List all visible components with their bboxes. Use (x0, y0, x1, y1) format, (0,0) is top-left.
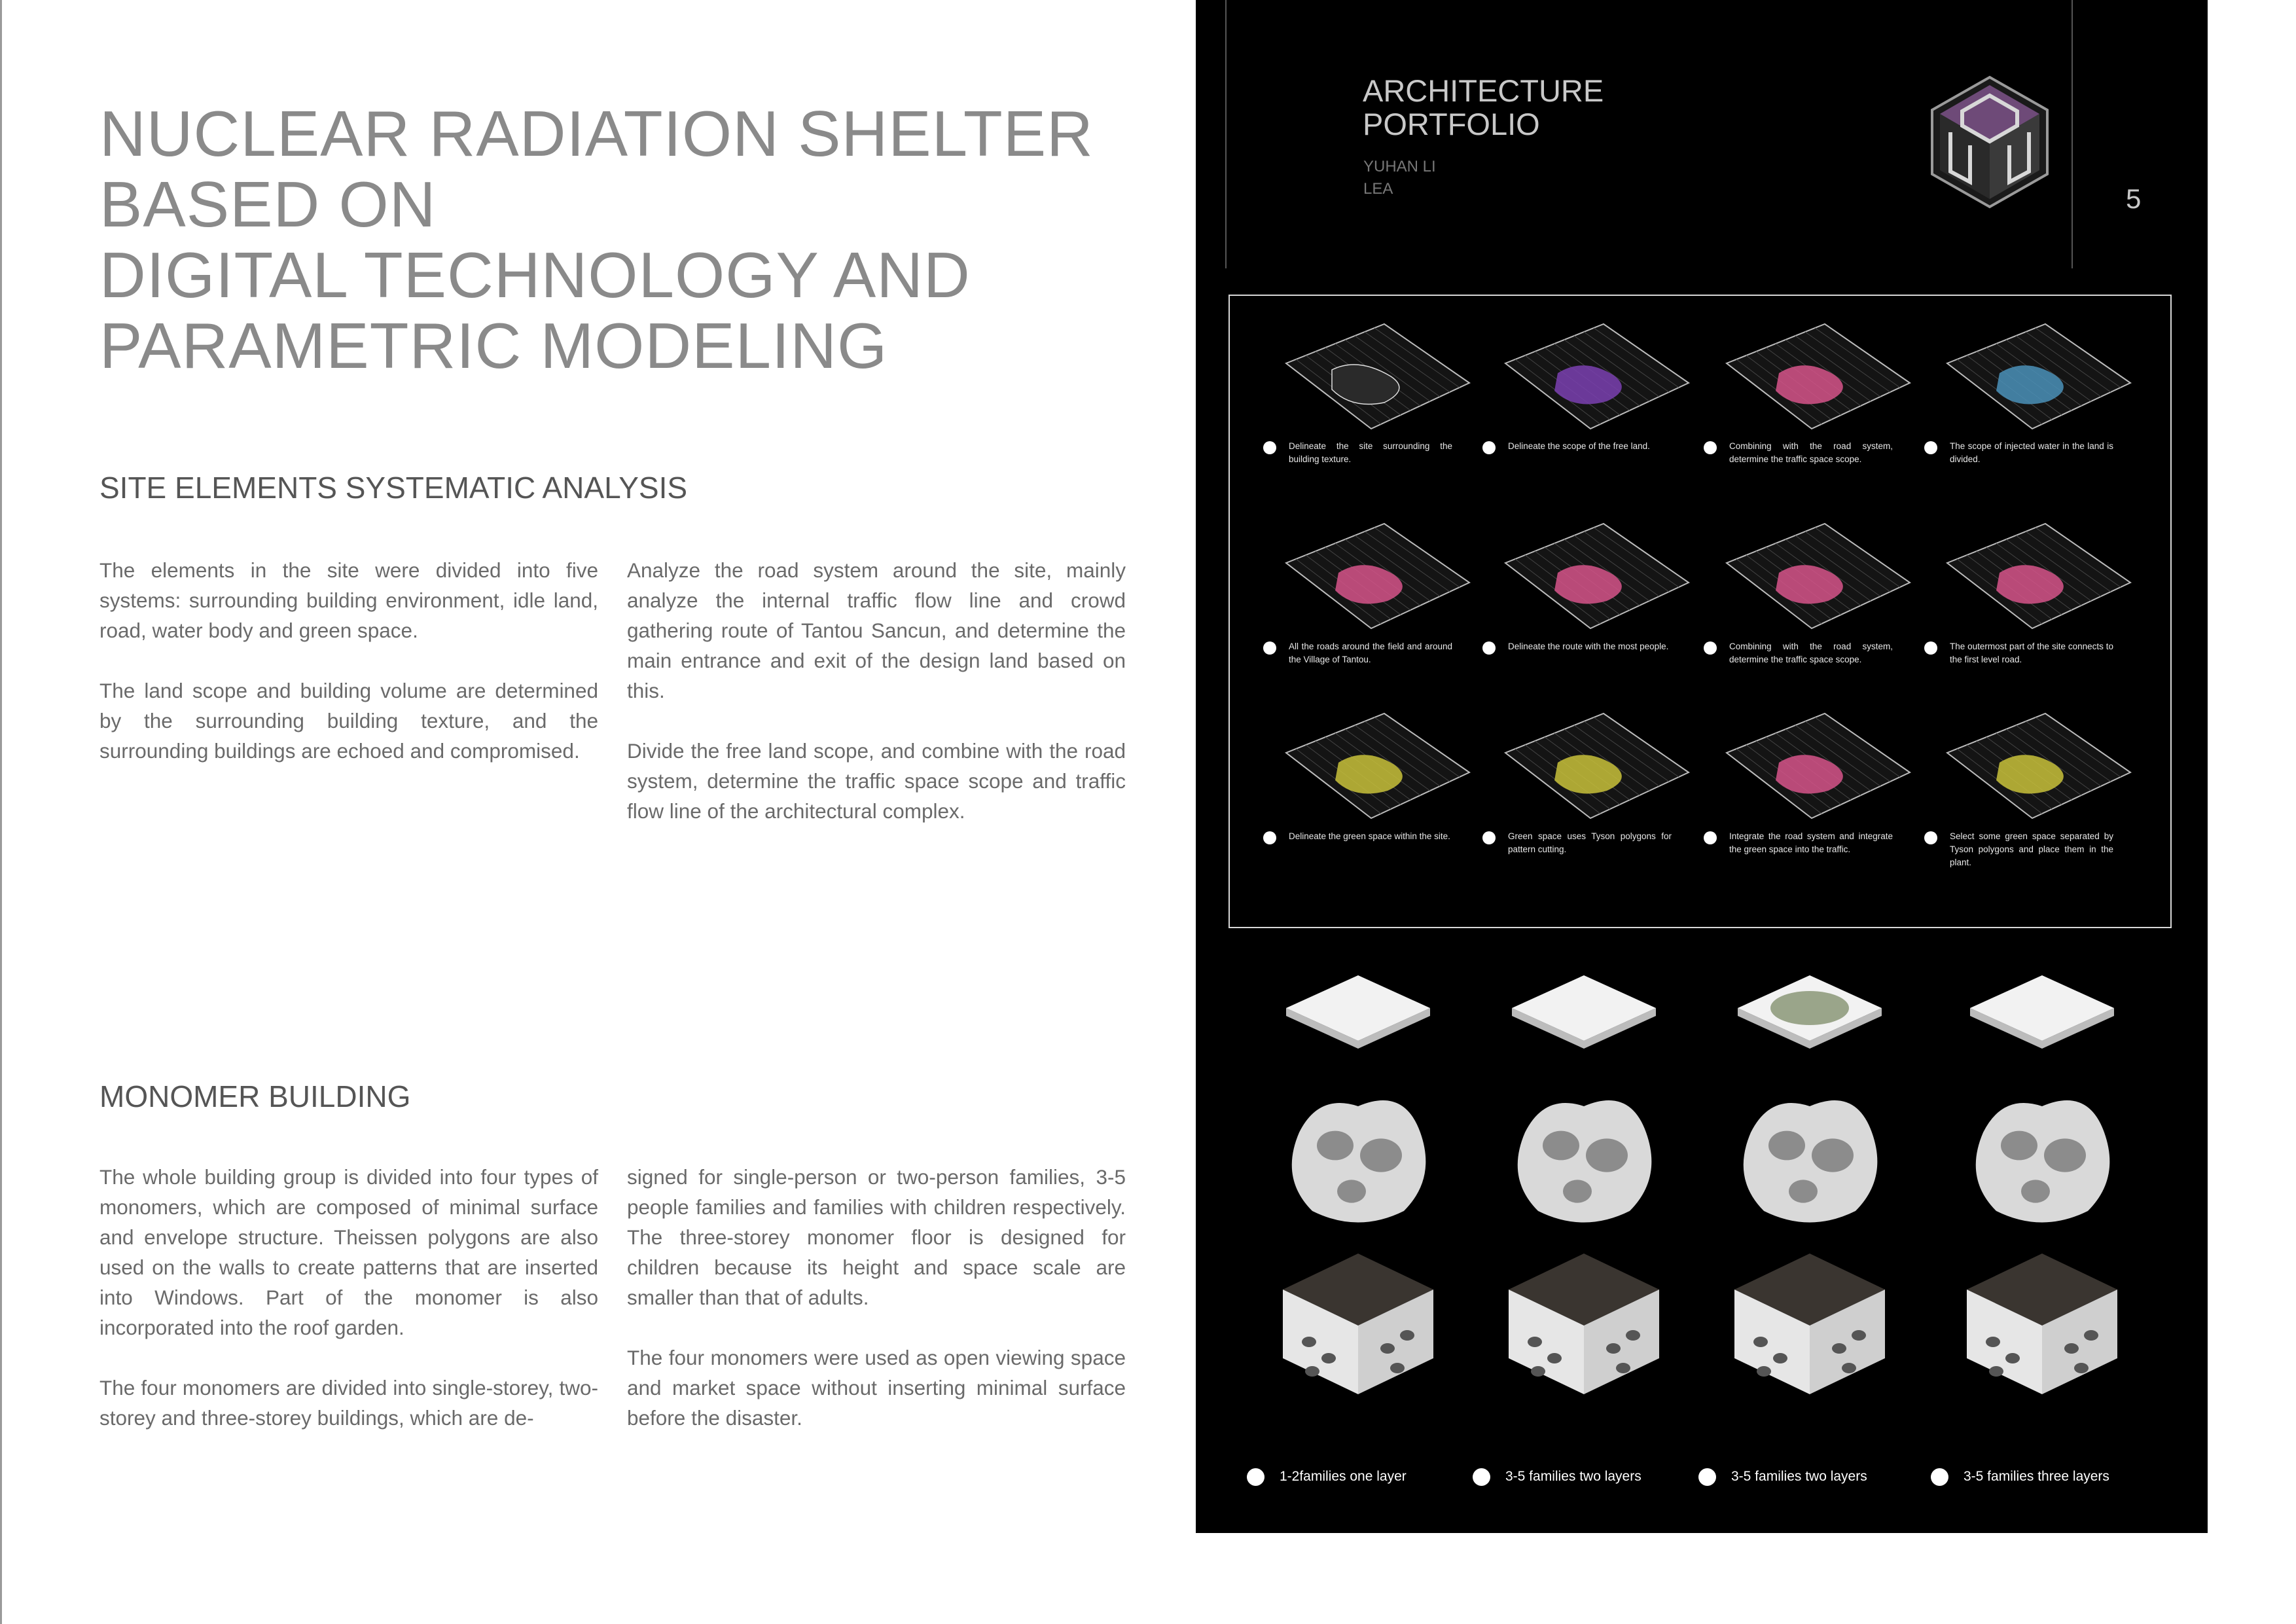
school-name: LEA (1363, 180, 1393, 198)
caption-bullet (1482, 641, 1496, 655)
title-line: BASED ON (99, 168, 437, 240)
paragraph: The whole building group is divided into… (99, 1165, 598, 1339)
envelope-structure-model (1283, 1254, 1433, 1394)
portfolio-logo-icon (1931, 75, 2049, 209)
monomer-label-bullet (1698, 1468, 1716, 1486)
caption-bullet (1704, 641, 1717, 655)
portfolio-title-line: PORTFOLIO (1363, 107, 1540, 141)
analysis-caption: Delineate the route with the most people… (1508, 641, 1669, 651)
minimal-surface-model (1517, 1100, 1652, 1223)
caption-bullet (1263, 831, 1276, 844)
paragraph: The four monomers are divided into singl… (99, 1376, 598, 1430)
site-map-diagram (1503, 522, 1691, 630)
site-text-column-2: Analyze the road system around the site,… (627, 555, 1126, 856)
analysis-caption: Green space uses Tyson polygons for patt… (1508, 831, 1672, 854)
paragraph: Analyze the road system around the site,… (627, 558, 1126, 702)
page-edge-line (0, 0, 2, 1624)
portfolio-author-block: YUHAN LI LEA (1363, 156, 1436, 200)
site-map-diagram (1725, 522, 1912, 630)
caption-bullet (1924, 641, 1937, 655)
analysis-caption: Delineate the green space within the sit… (1289, 831, 1450, 841)
portfolio-title: ARCHITECTURE PORTFOLIO (1363, 74, 1604, 141)
envelope-structure-model (1509, 1254, 1659, 1394)
minimal-surface-model (1291, 1100, 1426, 1223)
caption-bullet (1704, 831, 1717, 844)
analysis-caption: All the roads around the field and aroun… (1289, 641, 1452, 664)
page-title: NUCLEAR RADIATION SHELTER BASED ON DIGIT… (99, 98, 1147, 381)
site-map-diagram (1284, 522, 1471, 630)
site-map-diagram (1503, 323, 1691, 430)
site-map-diagram (1945, 522, 2132, 630)
analysis-caption: Delineate the scope of the free land. (1508, 441, 1650, 451)
monomer-section-heading: MONOMER BUILDING (99, 1079, 411, 1113)
paragraph: The elements in the site were divided in… (99, 558, 598, 642)
site-analysis-frame (1229, 295, 2172, 928)
panel-divider-left (1225, 0, 1227, 268)
monomer-text-column-2: signed for single-person or two-person f… (627, 1162, 1126, 1463)
roof-slab-model (1512, 975, 1656, 1049)
author-name: YUHAN LI (1363, 158, 1436, 175)
site-section-heading: SITE ELEMENTS SYSTEMATIC ANALYSIS (99, 471, 688, 505)
analysis-caption: The outermost part of the site connects … (1950, 641, 2113, 664)
monomer-text-column-1: The whole building group is divided into… (99, 1162, 598, 1463)
site-text-column-1: The elements in the site were divided in… (99, 555, 598, 796)
site-map-diagram (1284, 712, 1471, 820)
site-map-diagram (1503, 712, 1691, 820)
paragraph: signed for single-person or two-person f… (627, 1165, 1126, 1309)
paragraph: Divide the free land scope, and combine … (627, 739, 1126, 823)
title-line: NUCLEAR RADIATION SHELTER (99, 98, 1094, 170)
site-map-diagram (1725, 712, 1912, 820)
site-map-diagram (1725, 323, 1912, 430)
caption-bullet (1482, 831, 1496, 844)
minimal-surface-model (1743, 1100, 1878, 1223)
caption-bullet (1924, 441, 1937, 454)
site-map-diagram (1945, 712, 2132, 820)
page-number: 5 (2126, 183, 2142, 214)
monomer-type-label: 3-5 families two layers (1505, 1469, 1641, 1484)
analysis-caption: Combining with the road system, determin… (1729, 641, 1893, 664)
paragraph: The land scope and building volume are d… (99, 679, 598, 763)
panel-divider-right (2072, 0, 2073, 268)
analysis-caption: The scope of injected water in the land … (1950, 441, 2113, 464)
title-line: PARAMETRIC MODELING (99, 310, 888, 382)
roof-slab-model (1286, 975, 1430, 1049)
analysis-caption: Integrate the road system and integrate … (1729, 831, 1893, 854)
caption-bullet (1704, 441, 1717, 454)
minimal-surface-model (1975, 1100, 2110, 1223)
portfolio-title-line: ARCHITECTURE (1363, 73, 1604, 108)
site-map-diagram (1945, 323, 2132, 430)
analysis-caption: Select some green space separated by Tys… (1950, 831, 2113, 867)
title-line: DIGITAL TECHNOLOGY AND (99, 239, 971, 311)
monomer-type-label: 1-2families one layer (1280, 1469, 1407, 1484)
envelope-structure-model (1734, 1254, 1885, 1394)
caption-bullet (1482, 441, 1496, 454)
caption-bullet (1263, 641, 1276, 655)
caption-bullet (1924, 831, 1937, 844)
monomer-label-bullet (1931, 1468, 1948, 1486)
analysis-caption: Combining with the road system, determin… (1729, 441, 1893, 464)
roof-slab-model (1970, 975, 2114, 1049)
monomer-label-bullet (1247, 1468, 1265, 1486)
monomer-label-bullet (1473, 1468, 1490, 1486)
roof-slab-model (1738, 975, 1882, 1049)
envelope-structure-model (1967, 1254, 2117, 1394)
analysis-caption: Delineate the site surrounding the build… (1289, 441, 1452, 464)
monomer-type-label: 3-5 families three layers (1964, 1469, 2109, 1484)
caption-bullet (1263, 441, 1276, 454)
site-map-diagram (1284, 323, 1471, 430)
paragraph: The four monomers were used as open view… (627, 1346, 1126, 1430)
monomer-type-label: 3-5 families two layers (1731, 1469, 1867, 1484)
